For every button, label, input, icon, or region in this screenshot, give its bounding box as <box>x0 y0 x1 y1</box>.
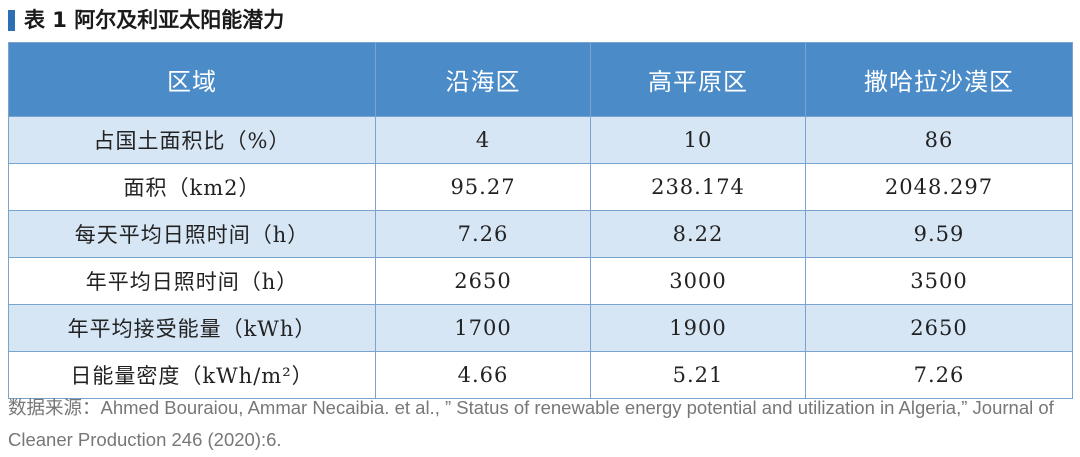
header-row: 区域 沿海区 高平原区 撒哈拉沙漠区 <box>8 42 1073 117</box>
table-title: 表 1 阿尔及利亚太阳能潜力 <box>8 6 284 34</box>
row-label: 年平均接受能量（kWh） <box>8 304 376 352</box>
table-cell: 8.22 <box>590 210 806 258</box>
table-cell: 1900 <box>590 304 806 352</box>
row-label: 每天平均日照时间（h） <box>8 210 376 258</box>
table-cell: 2650 <box>375 257 591 305</box>
table-cell: 5.21 <box>590 351 806 399</box>
row-label: 面积（km2） <box>8 163 376 211</box>
table-cell: 86 <box>805 116 1073 164</box>
table-cell: 238.174 <box>590 163 806 211</box>
header-cell: 高平原区 <box>590 42 806 117</box>
row-label: 日能量密度（kWh/m²） <box>8 351 376 399</box>
table-cell: 4 <box>375 116 591 164</box>
table-cell: 1700 <box>375 304 591 352</box>
row-label: 年平均日照时间（h） <box>8 257 376 305</box>
table-cell: 2650 <box>805 304 1073 352</box>
table-cell: 7.26 <box>805 351 1073 399</box>
table-cell: 95.27 <box>375 163 591 211</box>
table-cell: 4.66 <box>375 351 591 399</box>
table-row: 每天平均日照时间（h） 7.26 8.22 9.59 <box>8 210 1073 258</box>
table-cell: 2048.297 <box>805 163 1073 211</box>
header-cell: 区域 <box>8 42 376 117</box>
source-note: 数据来源：Ahmed Bouraiou, Ammar Necaibia. et … <box>8 397 1054 450</box>
header-cell: 撒哈拉沙漠区 <box>805 42 1073 117</box>
table-cell: 10 <box>590 116 806 164</box>
table-row: 年平均接受能量（kWh） 1700 1900 2650 <box>8 304 1073 352</box>
table-cell: 7.26 <box>375 210 591 258</box>
row-label: 占国土面积比（%） <box>8 116 376 164</box>
data-table: 区域 沿海区 高平原区 撒哈拉沙漠区 占国土面积比（%） 4 10 86 面积（km2） 95.… <box>8 42 1073 399</box>
table-row: 面积（km2） 95.27 238.174 2048.297 <box>8 163 1073 211</box>
table-cell: 3500 <box>805 257 1073 305</box>
table-cell: 9.59 <box>805 210 1073 258</box>
table-cell: 3000 <box>590 257 806 305</box>
header-cell: 沿海区 <box>375 42 591 117</box>
table-row: 年平均日照时间（h） 2650 3000 3500 <box>8 257 1073 305</box>
table-row: 占国土面积比（%） 4 10 86 <box>8 116 1073 164</box>
table-row: 日能量密度（kWh/m²） 4.66 5.21 7.26 <box>8 351 1073 399</box>
